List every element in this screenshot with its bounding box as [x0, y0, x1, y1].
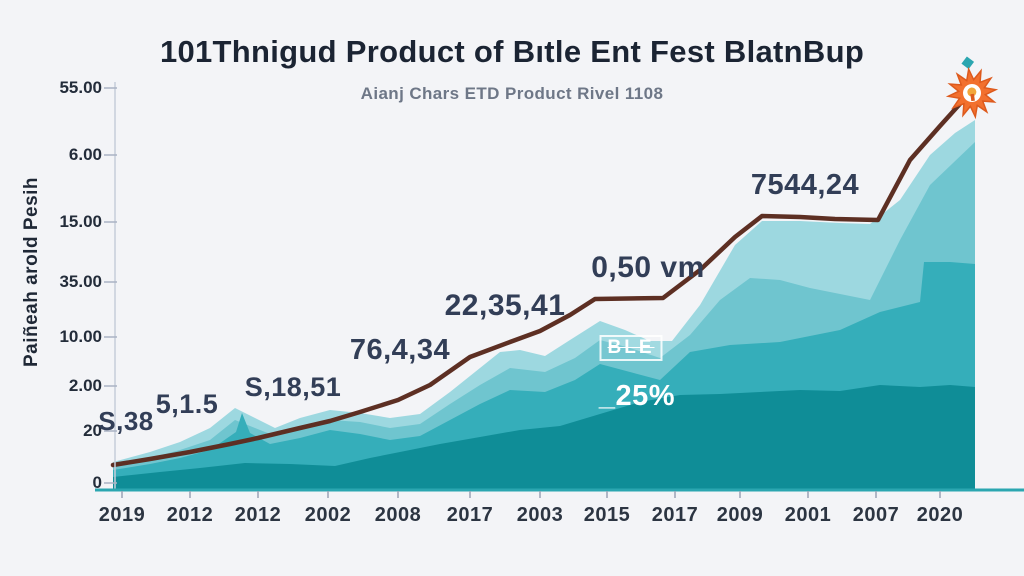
starburst-badge-icon — [945, 56, 999, 120]
y-tick-label: 10.00 — [59, 327, 102, 346]
x-tick-label: 2017 — [651, 504, 699, 526]
data-label: 76,4,34 — [349, 334, 451, 367]
x-tick-label: 2002 — [304, 504, 352, 526]
y-tick-label: 2.00 — [68, 376, 102, 395]
chart-title: 101Thnigud Product of Bıtle Ent Fest Bla… — [159, 34, 865, 69]
data-label: S,38 — [98, 405, 154, 436]
band-darkest — [113, 385, 975, 490]
data-label: S,18,51 — [244, 372, 342, 403]
x-tick-label: 2019 — [98, 504, 146, 526]
y-tick-label: 6.00 — [68, 145, 102, 164]
x-tick-label: 2009 — [716, 504, 764, 526]
trend-line — [110, 92, 971, 468]
x-tick-label: 2003 — [516, 504, 564, 526]
y-tick-label: 0 — [92, 473, 102, 492]
data-label: BLE — [599, 335, 663, 362]
x-tick-label: 2015 — [583, 504, 631, 526]
x-tick-label: 2017 — [446, 504, 494, 526]
x-tick-label: 2008 — [374, 504, 422, 526]
data-label: _25% — [598, 380, 676, 413]
x-tick-label: 2020 — [916, 504, 964, 526]
data-label: 0,50 vm — [591, 251, 705, 285]
data-label: 22,35,41 — [444, 289, 566, 323]
diamond-icon — [961, 56, 975, 70]
y-tick-label: 20 — [83, 421, 102, 440]
data-label: 5,1.5 — [155, 389, 219, 420]
data-label: 7544,24 — [750, 169, 860, 202]
y-tick-label: 35.00 — [59, 272, 102, 291]
x-tick-label: 2001 — [784, 504, 832, 526]
x-tick-label: 2012 — [166, 504, 214, 526]
y-tick-label: 55.00 — [59, 78, 102, 97]
y-tick-label: 15.00 — [59, 212, 102, 231]
chart-subtitle: Aianj Chars ETD Product Rivel 1108 — [360, 84, 664, 103]
x-tick-label: 2007 — [852, 504, 900, 526]
x-tick-label: 2012 — [234, 504, 282, 526]
